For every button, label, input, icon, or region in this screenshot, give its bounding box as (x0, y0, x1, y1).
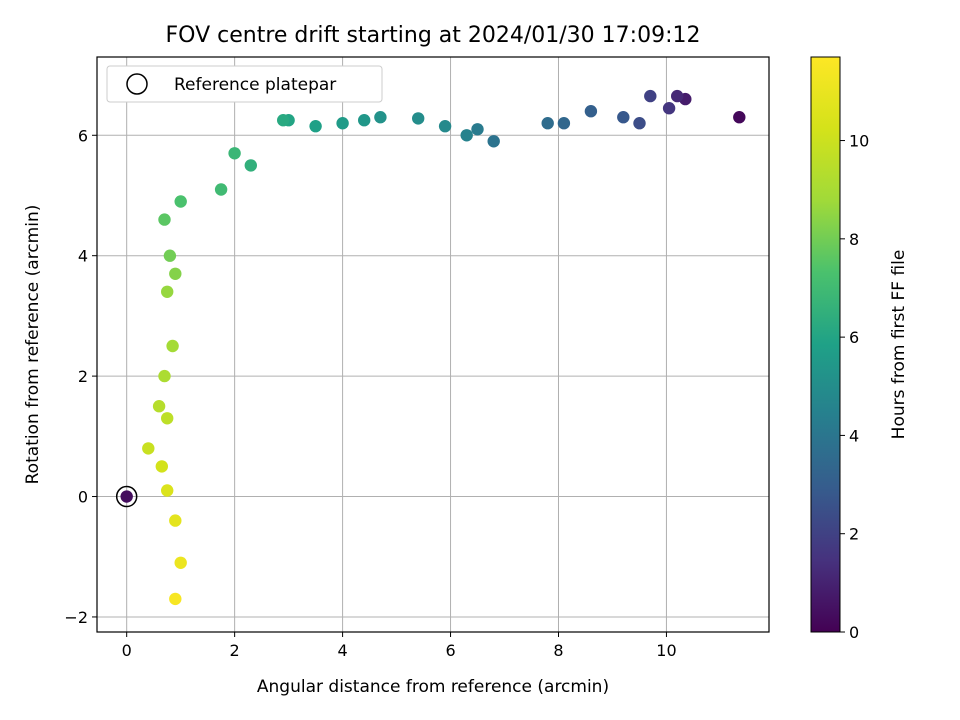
x-tick-label: 0 (122, 641, 132, 660)
legend-marker (126, 73, 148, 95)
y-tick-label: 6 (78, 126, 88, 145)
data-point (309, 120, 322, 133)
data-point (174, 556, 187, 569)
colorbar-tick-label: 8 (849, 230, 859, 249)
reference-point-fill (120, 490, 133, 503)
data-point (142, 442, 155, 455)
colorbar-tick-label: 0 (849, 623, 859, 642)
y-tick-label: 0 (78, 488, 88, 507)
data-point (557, 117, 571, 130)
colorbar-tick-label: 6 (849, 328, 859, 347)
colorbar-gradient (810, 56, 841, 633)
data-point (336, 117, 349, 130)
data-point (169, 514, 182, 527)
data-point (617, 111, 630, 124)
x-tick-label: 8 (553, 641, 563, 660)
data-point (460, 129, 473, 142)
data-point (161, 412, 174, 425)
data-point (169, 592, 182, 606)
plot-frame (96, 56, 770, 633)
data-point (244, 159, 257, 172)
colorbar-label: Hours from first FF file (889, 250, 909, 440)
data-point (412, 112, 425, 125)
x-ticks: 0 2 4 6 8 10 (122, 632, 677, 660)
data-point (438, 120, 452, 133)
data-points (142, 89, 746, 606)
y-ticks: −2 0 2 4 6 (64, 126, 97, 627)
colorbar-tick-label: 2 (849, 525, 859, 544)
y-tick-label: 2 (78, 367, 88, 386)
y-tick-label: 4 (78, 247, 88, 266)
x-tick-label: 6 (445, 641, 455, 660)
data-point (228, 147, 241, 160)
data-point (158, 369, 171, 383)
data-point (214, 183, 228, 196)
x-tick-label: 4 (337, 641, 347, 660)
reference-platepar-marker (115, 485, 138, 508)
data-point (541, 117, 554, 130)
data-point (158, 213, 171, 226)
data-point (166, 339, 179, 353)
data-point (662, 102, 676, 115)
data-point (471, 123, 484, 136)
data-point (163, 249, 177, 262)
x-tick-label: 10 (656, 641, 676, 660)
x-tick-label: 2 (230, 641, 240, 660)
data-point (161, 285, 174, 298)
data-point (487, 135, 500, 148)
x-axis-label: Angular distance from reference (arcmin) (257, 677, 609, 697)
colorbar-tick-label: 10 (849, 132, 869, 151)
data-point (155, 460, 168, 473)
data-point (644, 89, 657, 103)
data-point (152, 400, 166, 413)
grid-lines (97, 57, 769, 632)
data-point (169, 267, 182, 280)
chart-title: FOV centre drift starting at 2024/01/30 … (166, 23, 701, 48)
data-point (277, 114, 290, 127)
data-point (633, 117, 646, 130)
legend-label: Reference platepar (174, 75, 336, 95)
y-tick-label: −2 (64, 608, 88, 627)
colorbar: 0 2 4 6 8 10 Hours from first FF file (810, 56, 909, 642)
legend: Reference platepar (106, 65, 383, 103)
legend-box (106, 65, 383, 103)
data-point (358, 114, 371, 127)
data-point (374, 111, 387, 124)
data-point (174, 195, 187, 208)
data-point (671, 89, 684, 103)
colorbar-ticks: 0 2 4 6 8 10 (840, 132, 869, 642)
data-point (733, 111, 746, 124)
reference-marker (115, 485, 138, 508)
colorbar-tick-label: 4 (849, 426, 859, 445)
y-axis-label: Rotation from reference (arcmin) (23, 205, 43, 485)
data-point (584, 105, 598, 118)
data-point (161, 484, 174, 497)
